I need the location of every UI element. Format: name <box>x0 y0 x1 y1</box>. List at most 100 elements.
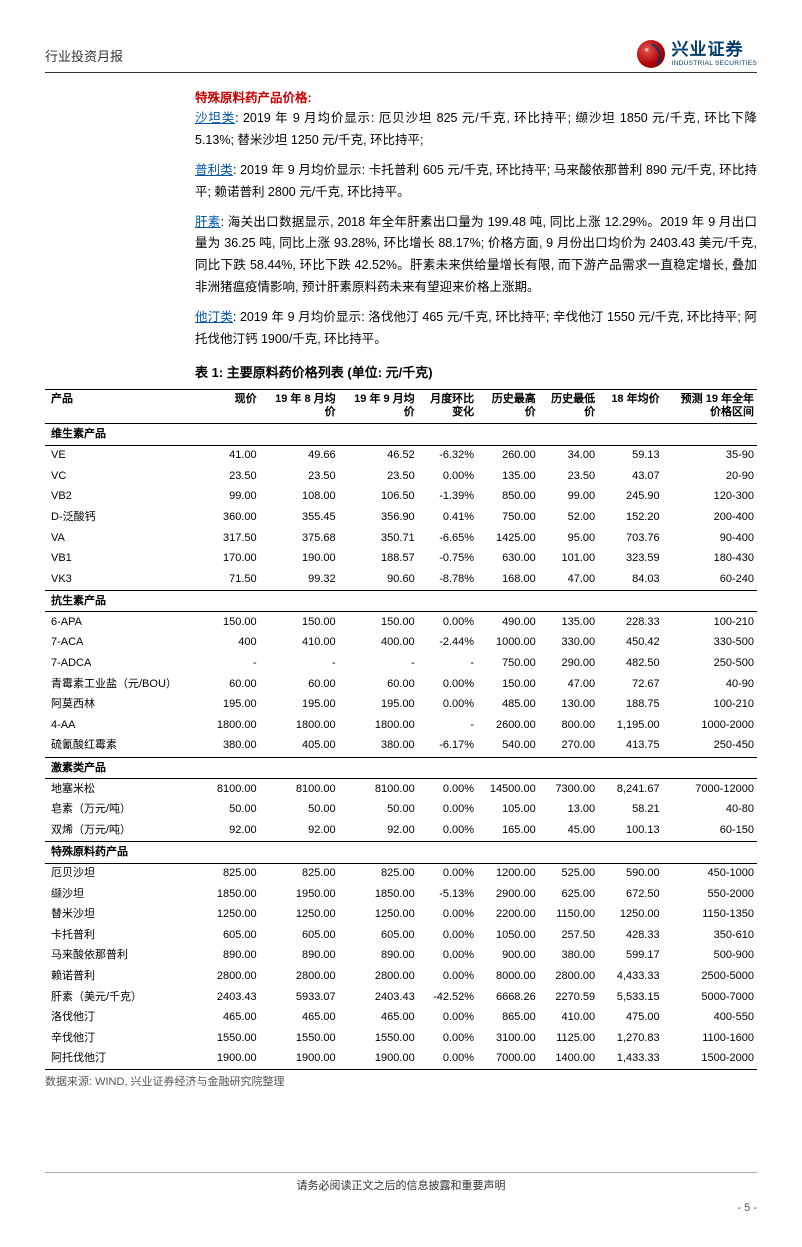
text-tating: : 2019 年 9 月均价显示: 洛伐他汀 465 元/千克, 环比持平; 辛… <box>195 310 757 346</box>
table-cell: 605.00 <box>339 925 418 946</box>
table-cell: 380.00 <box>539 946 598 967</box>
table-cell: -8.78% <box>418 569 477 590</box>
table-cell: 540.00 <box>477 736 539 757</box>
table-cell: 4-AA <box>45 715 205 736</box>
table-cell: 1000-2000 <box>663 715 757 736</box>
table-cell: 195.00 <box>205 695 259 716</box>
table-cell: 360.00 <box>205 507 259 528</box>
table-cell: 7000.00 <box>477 1049 539 1070</box>
table-cell: 1850.00 <box>205 884 259 905</box>
table-cell: 356.90 <box>339 507 418 528</box>
table-cell: 1800.00 <box>205 715 259 736</box>
table-cell: 605.00 <box>205 925 259 946</box>
table-cell: 410.00 <box>260 633 339 654</box>
table-cell: 1800.00 <box>339 715 418 736</box>
table-cell: 47.00 <box>539 569 598 590</box>
text-gansu: : 海关出口数据显示, 2018 年全年肝素出口量为 199.48 吨, 同比上… <box>195 215 757 295</box>
table-cell: 1,270.83 <box>598 1028 663 1049</box>
table-cell: 23.50 <box>539 466 598 487</box>
table-cell: 59.13 <box>598 445 663 466</box>
table-cell: 1850.00 <box>339 884 418 905</box>
table-cell: 825.00 <box>205 863 259 884</box>
table-cell: -1.39% <box>418 487 477 508</box>
table-cell: 2270.59 <box>539 987 598 1008</box>
table-cell: 2600.00 <box>477 715 539 736</box>
table-cell: 105.00 <box>477 800 539 821</box>
table-cell: 250-450 <box>663 736 757 757</box>
col-header: 预测 19 年全年价格区间 <box>663 389 757 424</box>
table-cell: 6668.26 <box>477 987 539 1008</box>
section-heading: 特殊原料药产品价格: <box>195 88 757 108</box>
table-cell: 20-90 <box>663 466 757 487</box>
table-cell: 2500-5000 <box>663 966 757 987</box>
table-cell: 0.00% <box>418 800 477 821</box>
table-cell: 800.00 <box>539 715 598 736</box>
table-cell: 120-300 <box>663 487 757 508</box>
table-cell: 青霉素工业盐（元/BOU） <box>45 674 205 695</box>
table-cell: 1,195.00 <box>598 715 663 736</box>
table-cell: 750.00 <box>477 507 539 528</box>
table-cell: 45.00 <box>539 820 598 841</box>
table-cell: 60.00 <box>260 674 339 695</box>
table-cell: 405.00 <box>260 736 339 757</box>
table-cell: 0.00% <box>418 1028 477 1049</box>
table-cell: 7-ADCA <box>45 654 205 675</box>
table-cell: 1150-1350 <box>663 905 757 926</box>
table-cell: 5,533.15 <box>598 987 663 1008</box>
table-cell: 525.00 <box>539 863 598 884</box>
table-cell: 8000.00 <box>477 966 539 987</box>
table-cell: 23.50 <box>339 466 418 487</box>
table-cell: 428.33 <box>598 925 663 946</box>
table-cell: 890.00 <box>339 946 418 967</box>
table-cell: VK3 <box>45 569 205 590</box>
table-cell: 2800.00 <box>339 966 418 987</box>
table-cell: 1800.00 <box>260 715 339 736</box>
table-cell: 92.00 <box>339 820 418 841</box>
table-cell: 1900.00 <box>260 1049 339 1070</box>
table-cell: 900.00 <box>477 946 539 967</box>
table-cell: 8100.00 <box>205 779 259 800</box>
table-cell: 马来酸依那普利 <box>45 946 205 967</box>
table-cell: 482.50 <box>598 654 663 675</box>
table-cell: 465.00 <box>205 1008 259 1029</box>
data-source: 数据来源: WIND, 兴业证券经济与金融研究院整理 <box>45 1074 757 1092</box>
table-cell: 180-430 <box>663 549 757 570</box>
table-cell: 1425.00 <box>477 528 539 549</box>
group-label: 抗生素产品 <box>45 590 757 612</box>
table-cell: 0.00% <box>418 966 477 987</box>
col-header: 19 年 9 月均价 <box>339 389 418 424</box>
table-cell: 100.13 <box>598 820 663 841</box>
table-cell: 2403.43 <box>339 987 418 1008</box>
table-cell: -6.65% <box>418 528 477 549</box>
table-cell: VE <box>45 445 205 466</box>
table-cell: 890.00 <box>205 946 259 967</box>
table-cell: 1500-2000 <box>663 1049 757 1070</box>
label-shatan: 沙坦类 <box>195 111 235 125</box>
table-cell: 1900.00 <box>205 1049 259 1070</box>
table-cell: 2900.00 <box>477 884 539 905</box>
table-cell: 8100.00 <box>260 779 339 800</box>
table-cell: 1250.00 <box>598 905 663 926</box>
table-cell: 350.71 <box>339 528 418 549</box>
table-cell: 35-90 <box>663 445 757 466</box>
table-cell: 41.00 <box>205 445 259 466</box>
table-cell: 150.00 <box>260 612 339 633</box>
table-cell: 200-400 <box>663 507 757 528</box>
table-cell: -5.13% <box>418 884 477 905</box>
table-cell: 850.00 <box>477 487 539 508</box>
table-cell: 890.00 <box>260 946 339 967</box>
table-cell: 14500.00 <box>477 779 539 800</box>
table-cell: 13.00 <box>539 800 598 821</box>
table-cell: 4,433.33 <box>598 966 663 987</box>
table-cell: 2403.43 <box>205 987 259 1008</box>
table-cell: 99.32 <box>260 569 339 590</box>
table-cell: 106.50 <box>339 487 418 508</box>
table-cell: 6-APA <box>45 612 205 633</box>
page-number: - 5 - <box>45 1200 757 1218</box>
table-cell: -42.52% <box>418 987 477 1008</box>
table-cell: 赖诺普利 <box>45 966 205 987</box>
col-header: 历史最低价 <box>539 389 598 424</box>
table-cell: 50.00 <box>339 800 418 821</box>
table-cell: 1250.00 <box>260 905 339 926</box>
table-cell: D-泛酸钙 <box>45 507 205 528</box>
